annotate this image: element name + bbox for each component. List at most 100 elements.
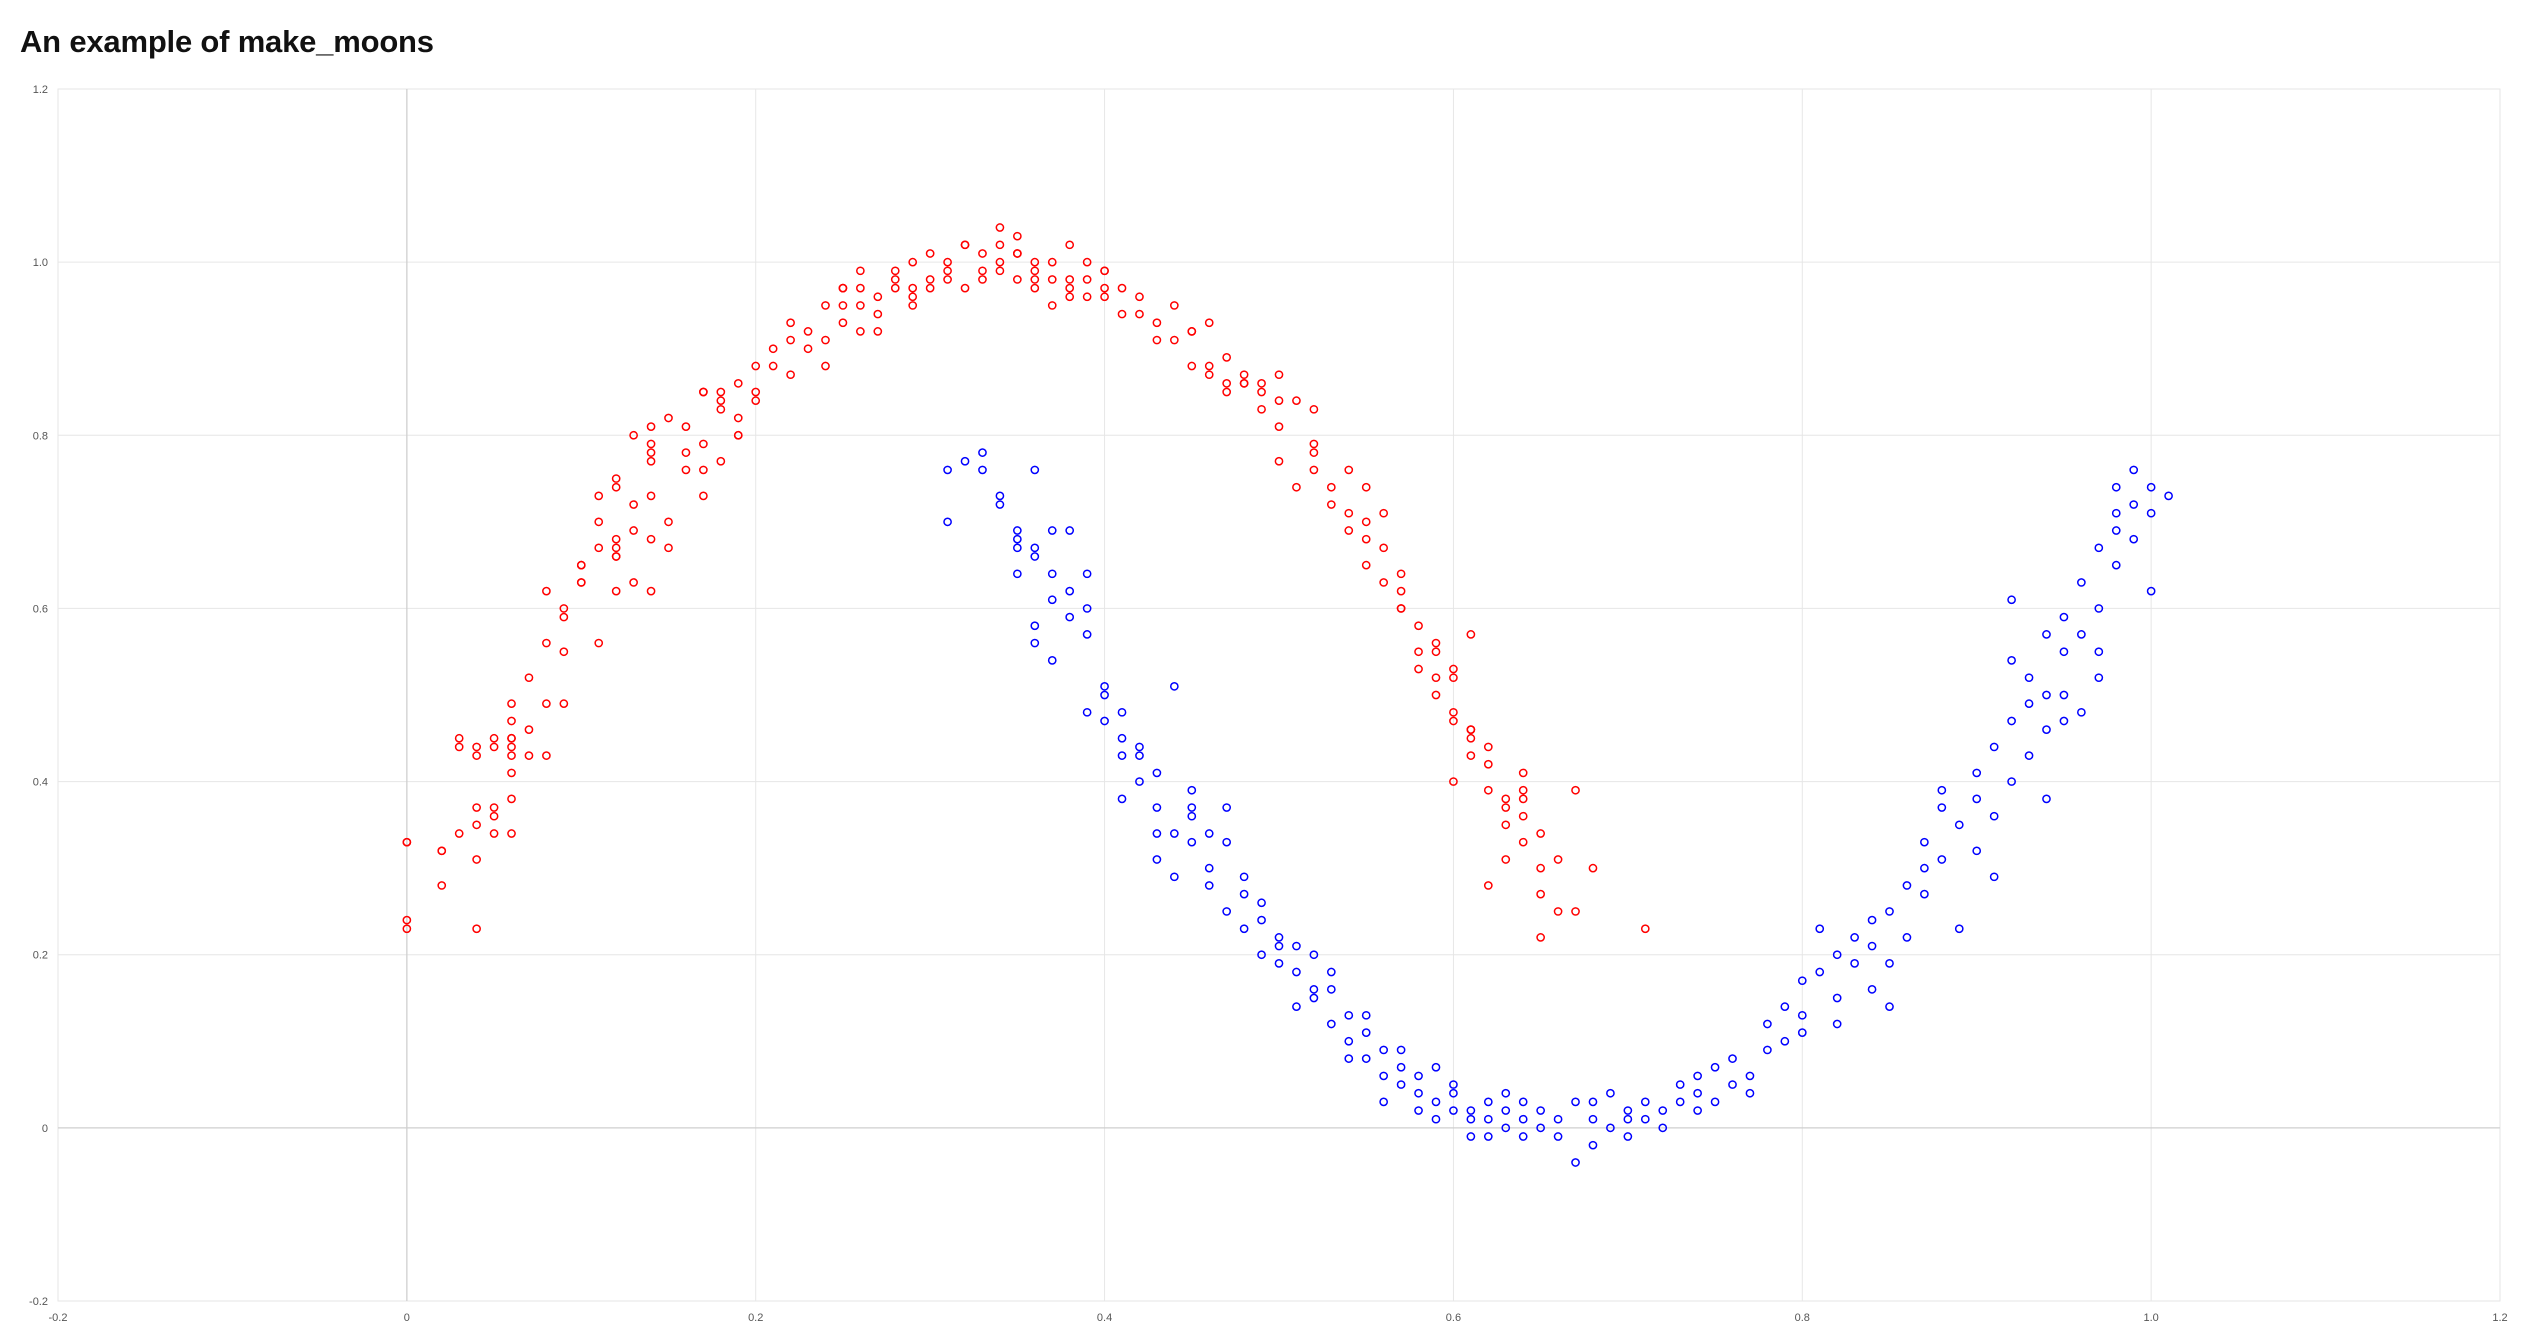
scatter-point xyxy=(1047,595,1057,605)
scatter-point xyxy=(1431,638,1441,648)
scatter-point xyxy=(1466,751,1476,760)
scatter-point xyxy=(943,517,952,527)
scatter-point xyxy=(1187,811,1197,821)
scatter-point xyxy=(1396,569,1406,579)
scatter-point xyxy=(1082,569,1092,579)
scatter-point xyxy=(978,249,987,258)
scatter-point xyxy=(1030,257,1040,267)
scatter-point xyxy=(681,448,691,457)
scatter-point xyxy=(1867,941,1877,951)
scatter-point xyxy=(1379,578,1389,587)
scatter-point xyxy=(454,733,464,743)
scatter-point xyxy=(472,751,481,760)
scatter-point xyxy=(1623,1132,1633,1141)
scatter-point xyxy=(1013,569,1022,579)
scatter-point xyxy=(1571,907,1580,916)
scatter-point xyxy=(1274,396,1284,406)
scatter-point xyxy=(995,223,1005,232)
scatter-point xyxy=(1222,907,1232,916)
scatter-point xyxy=(1379,508,1389,518)
scatter-point xyxy=(1274,933,1284,942)
scatter-point xyxy=(1501,794,1511,804)
scatter-point xyxy=(1588,1114,1598,1124)
scatter-point xyxy=(2077,707,2086,717)
scatter-point xyxy=(2042,690,2051,700)
scatter-point xyxy=(1065,612,1075,622)
scatter-point xyxy=(925,283,935,293)
scatter-point xyxy=(838,301,848,310)
scatter-point xyxy=(1518,811,1528,821)
scatter-point xyxy=(402,915,412,925)
scatter-point xyxy=(1082,604,1092,613)
scatter-point xyxy=(786,318,795,328)
scatter-point xyxy=(1571,785,1580,795)
scatter-point xyxy=(908,292,918,302)
scatter-point xyxy=(1152,768,1162,778)
scatter-point xyxy=(1239,889,1249,899)
scatter-point xyxy=(856,301,865,310)
scatter-point xyxy=(1187,837,1197,847)
scatter-point xyxy=(1431,673,1441,683)
x-tick-label: 0 xyxy=(404,1312,410,1321)
scatter-point xyxy=(751,361,761,371)
scatter-point xyxy=(856,266,865,276)
scatter-point xyxy=(1100,292,1109,302)
scatter-point xyxy=(1204,829,1214,838)
scatter-point xyxy=(542,699,551,709)
scatter-point xyxy=(1239,370,1249,380)
scatter-point xyxy=(1518,785,1528,795)
scatter-point xyxy=(1013,249,1022,258)
scatter-point xyxy=(2042,630,2051,639)
scatter-point xyxy=(995,491,1005,501)
scatter-point xyxy=(908,283,918,293)
scatter-point xyxy=(1274,422,1284,431)
scatter-point xyxy=(1379,1097,1389,1107)
scatter-point xyxy=(733,430,743,440)
scatter-point xyxy=(716,404,726,414)
scatter-point xyxy=(1658,1123,1668,1133)
scatter-point xyxy=(1501,1088,1511,1098)
scatter-point xyxy=(489,742,499,752)
scatter-point xyxy=(1379,1045,1389,1055)
scatter-point xyxy=(1309,404,1319,414)
scatter-point xyxy=(1920,837,1929,847)
scatter-point xyxy=(1449,1088,1458,1098)
scatter-point xyxy=(1257,404,1266,414)
y-tick-label: 0.6 xyxy=(33,603,48,615)
scatter-point xyxy=(908,301,918,310)
scatter-point xyxy=(1588,863,1598,873)
scatter-point xyxy=(1797,976,1807,986)
scatter-point xyxy=(1326,500,1336,509)
y-tick-label: 0.8 xyxy=(33,430,48,442)
scatter-point xyxy=(1623,1114,1633,1124)
scatter-point xyxy=(1344,508,1354,518)
scatter-point xyxy=(1518,794,1528,804)
scatter-point xyxy=(1954,820,1964,830)
scatter-point xyxy=(1309,950,1319,960)
scatter-point xyxy=(960,456,970,466)
scatter-point xyxy=(1763,1045,1772,1055)
scatter-point xyxy=(1920,863,1929,873)
scatter-point xyxy=(629,526,638,535)
scatter-point xyxy=(1082,707,1092,717)
scatter-point xyxy=(2094,673,2104,683)
scatter-point xyxy=(1483,785,1493,795)
scatter-point xyxy=(786,335,795,345)
scatter-point xyxy=(733,378,743,388)
scatter-point xyxy=(1396,1045,1406,1055)
scatter-point xyxy=(1344,526,1354,535)
scatter-point xyxy=(1483,1132,1493,1141)
scatter-point xyxy=(524,751,534,760)
scatter-point xyxy=(1379,1071,1389,1081)
scatter-point xyxy=(1030,638,1040,648)
scatter-point xyxy=(1431,1114,1441,1124)
scatter-point xyxy=(629,578,638,587)
scatter-point xyxy=(1326,967,1336,977)
scatter-point xyxy=(803,327,813,336)
scatter-point xyxy=(454,742,464,752)
scatter-point xyxy=(472,855,481,864)
scatter-point xyxy=(1309,465,1319,475)
scatter-point xyxy=(1135,292,1144,302)
scatter-point xyxy=(1483,759,1493,769)
scatter-point xyxy=(1065,275,1075,284)
